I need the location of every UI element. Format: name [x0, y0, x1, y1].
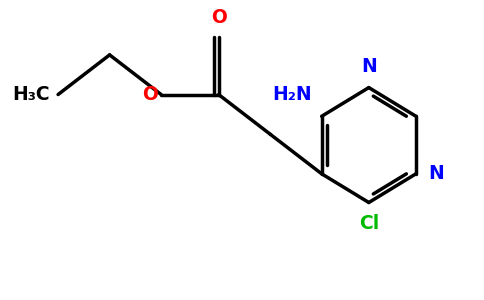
Text: H₃C: H₃C	[13, 85, 50, 104]
Text: O: O	[211, 8, 227, 27]
Text: H₂N: H₂N	[272, 85, 312, 104]
Text: Cl: Cl	[359, 214, 379, 233]
Text: O: O	[142, 85, 158, 104]
Text: N: N	[361, 57, 377, 76]
Text: N: N	[428, 164, 444, 183]
